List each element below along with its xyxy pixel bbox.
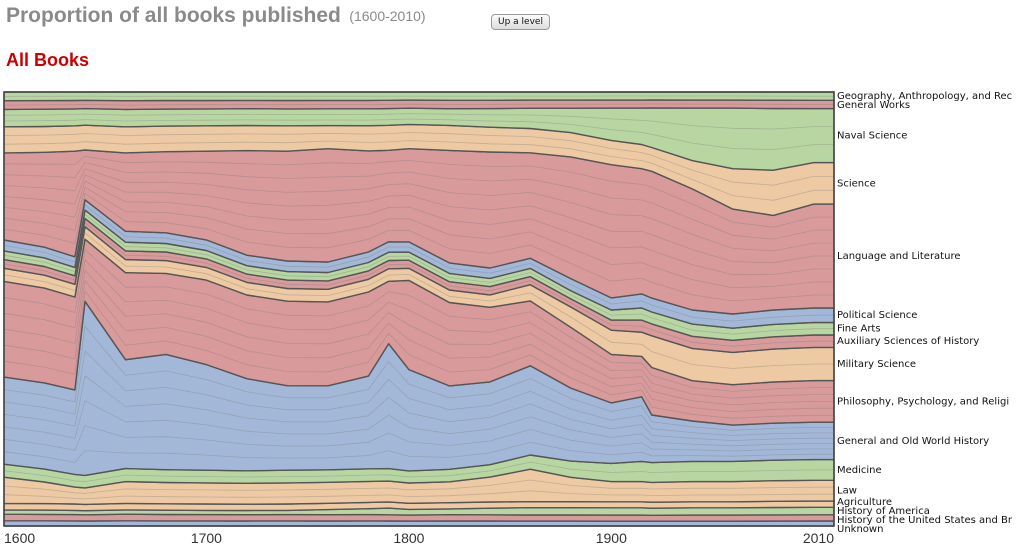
texture-line xyxy=(3,155,834,228)
series-label[interactable]: Fine Arts xyxy=(837,324,881,335)
date-range: (1600-2010) xyxy=(349,8,426,24)
series-label[interactable]: Language and Literature xyxy=(837,251,961,262)
texture-line xyxy=(3,192,834,302)
texture-line xyxy=(3,375,834,442)
x-tick-label: 1600 xyxy=(4,530,35,546)
series-label[interactable]: Auxiliary Sciences of History xyxy=(837,336,979,347)
plot-frame xyxy=(3,91,835,527)
series-label[interactable]: Philosophy, Psychology, and Religi xyxy=(837,396,1009,407)
series-label[interactable]: Medicine xyxy=(837,465,882,476)
texture-line xyxy=(3,180,834,276)
texture-line xyxy=(3,400,834,447)
texture-line xyxy=(3,350,834,436)
series-label[interactable]: Military Science xyxy=(837,359,916,370)
series-label[interactable]: History of America xyxy=(837,506,930,517)
series-label[interactable]: Geography, Anthropology, and Rec xyxy=(837,91,1012,102)
series-label[interactable]: Science xyxy=(837,178,876,189)
texture-line xyxy=(3,140,834,201)
texture-line xyxy=(3,490,834,500)
texture-line xyxy=(3,259,834,399)
series-label[interactable]: General Works xyxy=(837,100,910,111)
texture-line xyxy=(3,425,834,452)
plot-border xyxy=(3,91,835,527)
series-label[interactable]: Political Science xyxy=(837,310,917,321)
texture-line xyxy=(3,186,834,289)
series-label[interactable]: Agriculture xyxy=(837,497,892,508)
texture-line xyxy=(3,132,834,186)
up-a-level-button[interactable]: Up a level xyxy=(491,14,550,30)
texture-line xyxy=(3,441,834,463)
series-label[interactable]: Law xyxy=(837,486,857,497)
series-label[interactable]: General and Old World History xyxy=(837,436,989,447)
chart-title: Proportion of all books published xyxy=(6,4,341,27)
series-labels: Geography, Anthropology, and RecGeneral … xyxy=(837,91,1013,535)
texture-line xyxy=(3,174,834,264)
series-label[interactable]: History of the United States and Br xyxy=(837,515,1013,526)
area-layers xyxy=(3,91,835,527)
texture-line xyxy=(3,325,834,431)
texture-line xyxy=(3,289,834,419)
texture-line xyxy=(3,232,834,369)
x-tick-label: 1800 xyxy=(393,530,424,546)
texture-line xyxy=(3,204,834,322)
x-tick-label: 2010 xyxy=(803,530,834,546)
chart-header: Proportion of all books published (1600-… xyxy=(6,4,426,34)
texture-line xyxy=(3,461,834,483)
texture-line xyxy=(3,479,834,494)
texture-line xyxy=(3,248,834,392)
texture-line xyxy=(3,168,834,252)
texture-line xyxy=(3,118,834,151)
texture-line xyxy=(3,103,834,106)
x-tick-label: 1900 xyxy=(596,530,627,546)
x-axis-ticks: 1600 1700 1800 1900 2010 xyxy=(4,530,834,546)
x-tick-label: 1700 xyxy=(191,530,222,546)
texture-line xyxy=(3,213,834,335)
category-title: All Books xyxy=(6,50,90,70)
texture-line xyxy=(3,279,834,413)
texture-line xyxy=(3,162,834,240)
series-label[interactable]: Naval Science xyxy=(837,131,907,142)
series-label[interactable]: Unknown xyxy=(837,524,883,535)
texture-line xyxy=(3,269,834,406)
texture-line xyxy=(3,113,834,130)
texture-line xyxy=(3,221,834,347)
